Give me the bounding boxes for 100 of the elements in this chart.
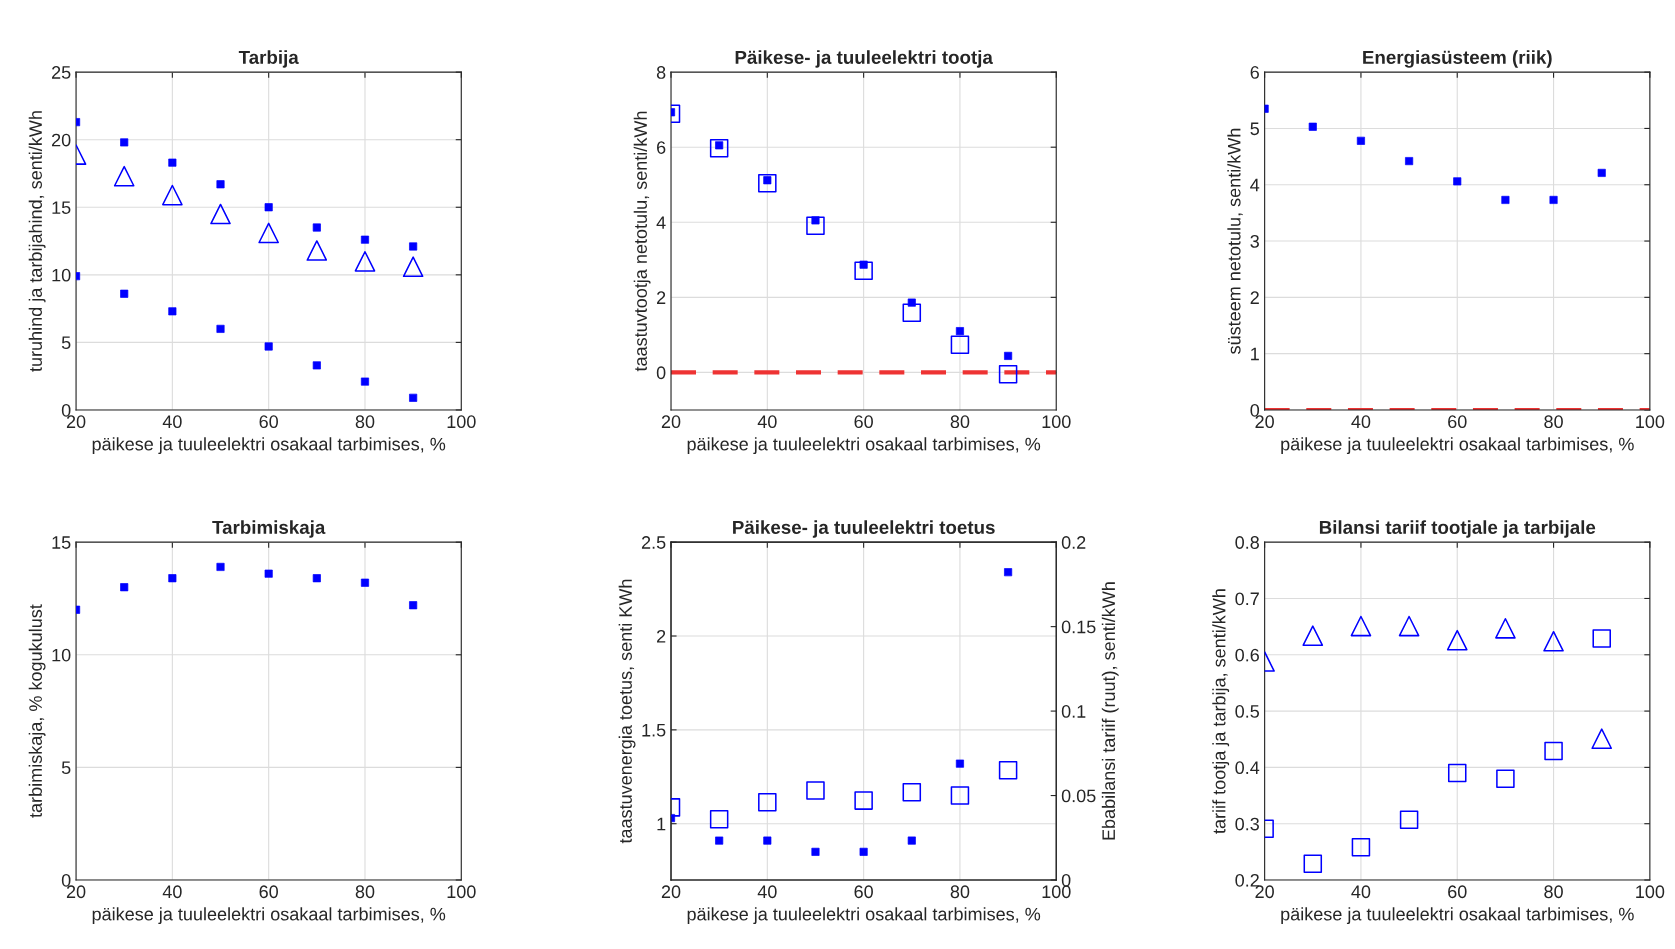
chart-title: Tarbimiskaja [212,520,326,538]
x-tick-label: 100 [1042,885,1071,899]
x-axis-title: päikese ja tuuleelektri osakaal tarbimises, % [1281,437,1634,455]
x-axis-title: päikese ja tuuleelektri osakaal tarbimises, % [92,907,446,925]
y-tick-label: 0.3 [1235,817,1259,831]
point [1446,629,1468,651]
chart-title: Päikese- ja tuuleelektri tootja [735,50,993,68]
y2-tick-label: 0.2 [1061,536,1086,549]
y-tick-label: 0 [1250,403,1260,417]
x-tick-label: 80 [355,885,375,899]
x-tick-label: 100 [447,885,476,899]
y-tick-label: 5 [1250,122,1260,136]
point [1302,625,1324,646]
y-tick-label: 10 [52,648,71,662]
x-tick-label: 40 [162,885,182,899]
x-tick-label: 100 [1042,415,1071,429]
y-tick-label: 5 [61,336,71,350]
y-tick-label: 6 [1250,66,1259,79]
y-tick-label: 8 [656,66,666,79]
y-tick-label: 0.5 [1235,705,1260,718]
y-tick-label: 0.6 [1235,648,1259,662]
point [758,173,777,193]
point [950,335,970,354]
y-tick-label: 10 [52,268,71,282]
y-axis-title: taastuvtootja netotulu, senti/kWh [633,111,651,372]
x-tick-label: 60 [1448,415,1467,429]
chart-title: Päikese- ja tuuleelektri toetus [733,520,995,538]
x-tick-label: 60 [1448,885,1467,899]
y-tick-label: 2 [657,291,666,304]
y-tick-label: 2.5 [641,536,666,549]
x-tick-label: 80 [355,415,375,429]
point [113,165,135,187]
y2-tick-label: 0.15 [1061,620,1096,634]
y-tick-label: 15 [52,536,71,549]
point [1351,838,1371,857]
point [806,781,825,800]
y2-tick-label: 0.1 [1061,705,1086,718]
y-axis-title: tariif tootja ja tarbija, senti/kWh [1212,589,1230,834]
y-tick-label: 4 [656,216,666,229]
y-tick-label: 0.4 [1235,761,1260,775]
point [854,791,873,810]
x-tick-label: 100 [1636,885,1665,899]
point [1398,615,1420,637]
x-tick-label: 60 [854,885,873,899]
x-tick-label: 80 [1544,415,1563,429]
y-tick-label: 2 [657,629,666,643]
x-tick-label: 80 [1544,885,1563,899]
y-axis-title: taastuvenergia toetus, senti KWh [618,579,636,844]
y-tick-label: 0.8 [1235,536,1259,549]
y-tick-label: 0 [61,403,71,417]
point [709,809,729,829]
point [210,203,231,225]
x-tick-label: 40 [757,885,777,899]
y-axis-title: turuhind ja tarbijahind, senti/kWh [28,111,46,372]
point [1447,763,1467,783]
x-tick-label: 80 [950,885,970,899]
point [354,250,376,272]
x-axis-title: päikese ja tuuleelektri osakaal tarbimises, % [687,907,1041,925]
point [1544,741,1563,761]
y-tick-label: 0 [61,873,71,887]
point [854,261,873,280]
point [950,786,970,805]
point [998,365,1018,384]
chart-title: Energiasüsteem (riik) [1363,50,1552,68]
y2-axis-title: Ebabilansi tariif (ruut), senti/kWh [1101,582,1119,840]
point [1592,629,1611,648]
point [902,782,922,802]
point [258,222,280,244]
x-tick-label: 100 [1636,415,1665,429]
y-tick-label: 1.5 [642,723,666,737]
y-tick-label: 3 [1250,234,1259,248]
x-tick-label: 40 [757,415,777,429]
x-tick-label: 80 [950,415,970,429]
x-axis-title: päikese ja tuuleelektri osakaal tarbimises, % [1281,907,1634,925]
point [998,760,1018,780]
y-tick-label: 1 [1251,347,1259,361]
chart-title: Tarbija [238,50,299,68]
point [1399,810,1419,830]
x-axis-title: päikese ja tuuleelektri osakaal tarbimises, % [92,437,446,455]
y-tick-label: 5 [61,761,71,775]
x-tick-label: 60 [259,415,279,429]
y-tick-label: 15 [52,201,71,214]
x-tick-label: 100 [447,415,476,429]
y-tick-label: 20 [52,133,71,147]
y2-tick-label: 0.05 [1061,789,1096,803]
point [806,216,825,235]
point [1303,854,1323,873]
x-axis-title: päikese ja tuuleelektri osakaal tarbimises, % [687,437,1041,455]
y-tick-label: 4 [1250,178,1260,192]
y-tick-label: 6 [657,141,666,154]
point [1591,728,1613,750]
y-tick-label: 25 [52,66,71,79]
y2-tick-label: 0 [1061,873,1071,887]
point [902,303,922,323]
x-tick-label: 40 [1351,415,1371,429]
x-tick-label: 40 [1351,885,1371,899]
point [1543,630,1564,652]
y-axis-title: süsteem netotulu, senti/kWh [1227,128,1243,354]
x-tick-label: 40 [162,415,182,429]
x-tick-label: 60 [854,415,873,429]
